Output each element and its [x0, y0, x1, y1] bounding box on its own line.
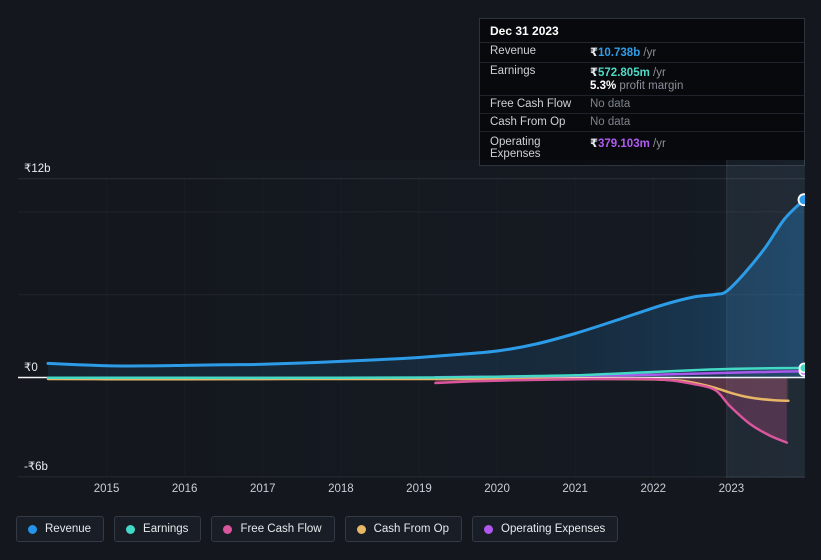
x-axis-label: 2020: [484, 483, 510, 495]
tooltip-opex-value: ₹379.103m /yr: [590, 138, 666, 150]
cash-from-op-area: [48, 377, 789, 401]
legend-dot-icon: [223, 524, 233, 534]
legend-item-label: Cash From Op: [373, 523, 450, 535]
tooltip-row-earnings: Earnings ₹572.805m /yr 5.3% profit margi…: [480, 63, 804, 96]
x-axis-label: 2016: [171, 483, 198, 495]
tooltip-date: Dec 31 2023: [480, 19, 804, 43]
legend-dot-icon: [126, 524, 136, 534]
legend-item-label: Operating Expenses: [501, 523, 606, 535]
tooltip-earnings-label: Earnings: [490, 65, 536, 77]
earnings-line: [46, 366, 805, 380]
legend-item-label: Earnings: [143, 523, 189, 535]
x-axis-label: 2022: [640, 483, 667, 495]
legend-item-revenue[interactable]: Revenue: [16, 516, 105, 542]
legend-dot-icon: [28, 524, 37, 534]
y-axis-label: ₹12b: [24, 162, 51, 175]
y-axis-label: ₹0: [24, 361, 38, 374]
tooltip-profit-margin: 5.3% profit margin: [590, 80, 684, 92]
revenue-area: [48, 199, 804, 378]
x-axis-label: 2018: [328, 483, 354, 495]
x-axis-label: 2023: [718, 483, 745, 495]
earnings-end-marker-icon: [798, 362, 805, 374]
legend-item-free-cash-flow[interactable]: Free Cash Flow: [211, 516, 335, 542]
x-axis-label: 2017: [249, 483, 276, 495]
tooltip-earnings-value: ₹572.805m /yr 5.3% profit margin: [590, 65, 794, 92]
timeseries-chart[interactable]: [18, 160, 805, 478]
legend-item-label: Revenue: [45, 523, 92, 535]
tooltip-fcf-label: Free Cash Flow: [490, 98, 572, 110]
legend-item-earnings[interactable]: Earnings: [114, 516, 202, 542]
free-cash-flow-area: [435, 377, 787, 443]
tooltip-row-revenue: Revenue ₹10.738b /yr: [480, 43, 804, 63]
revenue-line: [46, 198, 805, 368]
tooltip-revenue-label: Revenue: [490, 45, 537, 57]
x-axis-label: 2019: [406, 483, 432, 495]
legend-dot-icon: [484, 524, 494, 534]
tooltip-opex-label: Operating Expenses: [490, 136, 541, 160]
tooltip-cfo-label: Cash From Op: [490, 116, 566, 128]
chart-legend: Revenue Earnings Free Cash Flow Cash From O…: [16, 516, 619, 542]
tooltip-cfo-value: No data: [590, 116, 631, 128]
y-axis-label: -₹6b: [24, 460, 48, 473]
tooltip-fcf-value: No data: [590, 98, 631, 110]
legend-item-label: Free Cash Flow: [240, 523, 322, 535]
tooltip-row-free-cash-flow: Free Cash Flow No data: [480, 96, 804, 114]
legend-item-operating-expenses[interactable]: Operating Expenses: [472, 516, 619, 542]
revenue-end-marker-icon: [797, 193, 805, 207]
tooltip-row-cash-from-op: Cash From Op No data: [480, 114, 804, 132]
tooltip-revenue-value: ₹10.738b /yr: [590, 47, 657, 59]
x-axis-label: 2021: [562, 483, 588, 495]
chart-tooltip: Dec 31 2023 Revenue ₹10.738b /yr Earning…: [479, 18, 805, 166]
legend-item-cash-from-op[interactable]: Cash From Op: [344, 516, 463, 542]
x-axis-label: 2015: [93, 483, 120, 495]
legend-dot-icon: [356, 524, 366, 534]
free-cash-flow-line: [434, 377, 789, 444]
tooltip-row-operating-expenses: Operating Expenses ₹379.103m /yr: [480, 132, 804, 165]
